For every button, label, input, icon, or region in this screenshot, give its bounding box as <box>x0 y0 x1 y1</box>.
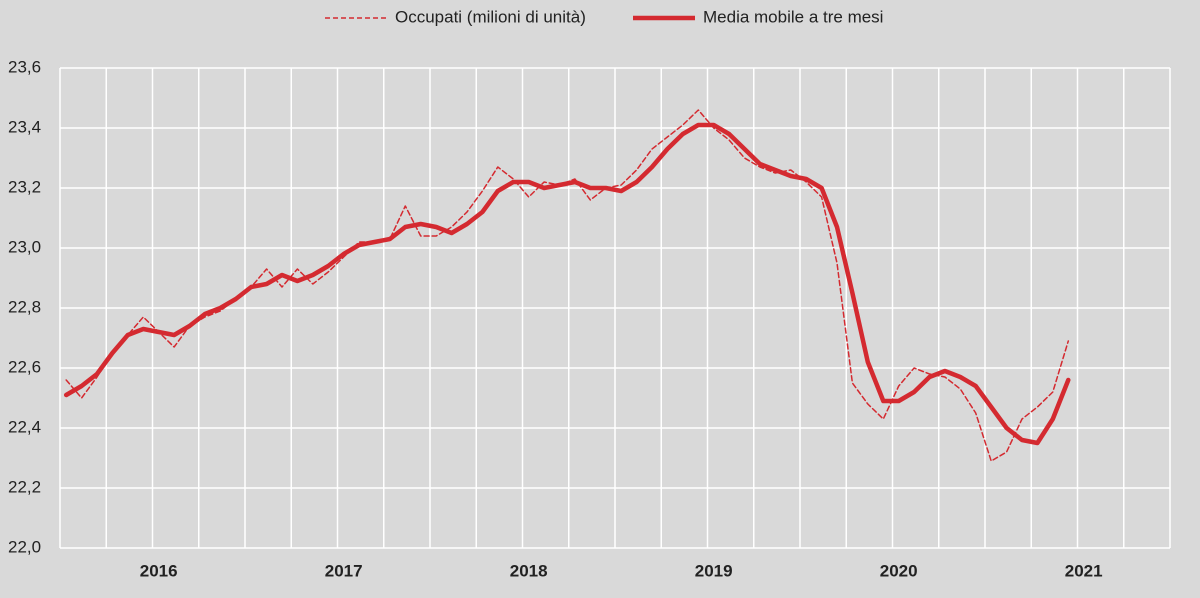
x-tick-label: 2016 <box>140 561 178 580</box>
x-tick-label: 2020 <box>880 561 918 580</box>
y-tick-label: 22,2 <box>8 477 41 496</box>
x-tick-label: 2018 <box>510 561 548 580</box>
y-tick-label: 22,6 <box>8 357 41 376</box>
legend-label: Occupati (milioni di unità) <box>395 7 586 26</box>
x-tick-label: 2017 <box>325 561 363 580</box>
y-tick-label: 23,0 <box>8 237 41 256</box>
y-tick-label: 23,2 <box>8 177 41 196</box>
y-tick-label: 22,0 <box>8 537 41 556</box>
legend-label: Media mobile a tre mesi <box>703 7 883 26</box>
x-tick-label: 2021 <box>1065 561 1103 580</box>
y-tick-label: 22,4 <box>8 417 41 436</box>
x-tick-label: 2019 <box>695 561 733 580</box>
y-tick-label: 23,4 <box>8 117 41 136</box>
y-tick-label: 23,6 <box>8 57 41 76</box>
data-line <box>63 122 1071 446</box>
y-tick-label: 22,8 <box>8 297 41 316</box>
